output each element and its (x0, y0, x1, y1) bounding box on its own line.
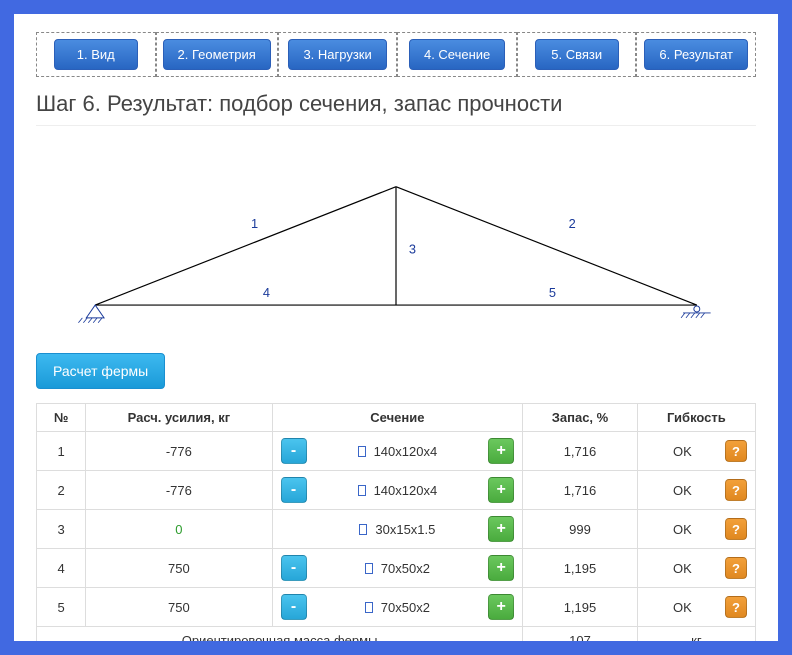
tab-2[interactable]: 2. Геометрия (163, 39, 271, 70)
member-label-2: 2 (569, 216, 576, 231)
cell-flex: OK? (637, 471, 755, 510)
section-increase-button[interactable]: + (488, 555, 514, 581)
cell-safety: 1,195 (523, 549, 638, 588)
section-decrease-button[interactable]: - (281, 477, 307, 503)
mass-value: 107 (523, 627, 638, 642)
member-label-5: 5 (549, 285, 556, 300)
section-increase-button[interactable]: + (488, 438, 514, 464)
table-row: 2-776-140x120x4+1,716OK? (37, 471, 756, 510)
col-force: Расч. усилия, кг (86, 404, 272, 432)
truss-member-2 (396, 187, 697, 305)
profile-rect-icon (365, 563, 373, 574)
flex-status: OK (646, 600, 719, 615)
table-header-row: № Расч. усилия, кг Сечение Запас, % Гибк… (37, 404, 756, 432)
section-size: 30x15x1.5 (375, 522, 435, 537)
tab-slot: 5. Связи (517, 32, 637, 77)
table-footer-row: Ориентировочная масса фермы 107 кг (37, 627, 756, 642)
cell-force: 750 (86, 588, 272, 627)
profile-rect-icon (359, 524, 367, 535)
step-title: Шаг 6. Результат: подбор сечения, запас … (36, 91, 756, 126)
tab-4[interactable]: 4. Сечение (409, 39, 505, 70)
tab-slot: 3. Нагрузки (278, 32, 398, 77)
section-increase-button[interactable]: + (488, 477, 514, 503)
table-row: 4750-70x50x2+1,195OK? (37, 549, 756, 588)
tab-slot: 1. Вид (36, 32, 156, 77)
col-num: № (37, 404, 86, 432)
roller-support-icon (694, 306, 700, 312)
flex-help-button[interactable]: ? (725, 557, 747, 579)
pin-support-icon (86, 305, 104, 318)
tab-slot: 6. Результат (636, 32, 756, 77)
cell-section: - 140x120x4 + (272, 432, 523, 471)
table-row: 3030x15x1.5+999OK? (37, 510, 756, 549)
section-size: 140x120x4 (374, 444, 438, 459)
flex-help-button[interactable]: ? (725, 596, 747, 618)
section-size: 70x50x2 (381, 600, 430, 615)
section-decrease-button[interactable]: - (281, 555, 307, 581)
cell-num: 1 (37, 432, 86, 471)
cell-num: 2 (37, 471, 86, 510)
tab-slot: 4. Сечение (397, 32, 517, 77)
tab-5[interactable]: 5. Связи (535, 39, 619, 70)
profile-rect-icon (358, 446, 366, 457)
section-decrease-button[interactable]: - (281, 438, 307, 464)
results-table: № Расч. усилия, кг Сечение Запас, % Гибк… (36, 403, 756, 641)
cell-section: - 70x50x2 + (272, 588, 523, 627)
flex-help-button[interactable]: ? (725, 440, 747, 462)
flex-help-button[interactable]: ? (725, 518, 747, 540)
cell-flex: OK? (637, 510, 755, 549)
flex-status: OK (646, 561, 719, 576)
tab-6[interactable]: 6. Результат (644, 39, 748, 70)
main-panel: 1. Вид 2. Геометрия 3. Нагрузки 4. Сечение 5… (14, 14, 778, 641)
cell-section: - 70x50x2 + (272, 549, 523, 588)
section-decrease-button[interactable]: - (281, 594, 307, 620)
tab-3[interactable]: 3. Нагрузки (288, 39, 386, 70)
cell-safety: 1,195 (523, 588, 638, 627)
tab-slot: 2. Геометрия (156, 32, 278, 77)
profile-rect-icon (358, 485, 366, 496)
flex-status: OK (646, 522, 719, 537)
section-increase-button[interactable]: + (488, 516, 514, 542)
cell-section: 30x15x1.5 + (272, 510, 523, 549)
table-row: 5750-70x50x2+1,195OK? (37, 588, 756, 627)
cell-section: - 140x120x4 + (272, 471, 523, 510)
section-increase-button[interactable]: + (488, 594, 514, 620)
cell-num: 3 (37, 510, 86, 549)
cell-safety: 1,716 (523, 471, 638, 510)
mass-unit: кг (637, 627, 755, 642)
cell-flex: OK? (637, 432, 755, 471)
flex-status: OK (646, 483, 719, 498)
cell-safety: 1,716 (523, 432, 638, 471)
truss-member-1 (95, 187, 396, 305)
col-flex: Гибкость (637, 404, 755, 432)
col-section: Сечение (272, 404, 523, 432)
cell-force: 750 (86, 549, 272, 588)
cell-force: -776 (86, 432, 272, 471)
table-row: 1-776-140x120x4+1,716OK? (37, 432, 756, 471)
flex-status: OK (646, 444, 719, 459)
truss-diagram: 1 2 3 4 5 (36, 136, 756, 336)
tab-1[interactable]: 1. Вид (54, 39, 138, 70)
calculate-button[interactable]: Расчет фермы (36, 353, 165, 389)
cell-force: -776 (86, 471, 272, 510)
member-label-4: 4 (263, 285, 270, 300)
cell-num: 4 (37, 549, 86, 588)
profile-rect-icon (365, 602, 373, 613)
app-frame: 1. Вид 2. Геометрия 3. Нагрузки 4. Сечение 5… (0, 0, 792, 655)
section-size: 70x50x2 (381, 561, 430, 576)
flex-help-button[interactable]: ? (725, 479, 747, 501)
cell-safety: 999 (523, 510, 638, 549)
cell-flex: OK? (637, 588, 755, 627)
member-label-3: 3 (409, 242, 416, 257)
section-size: 140x120x4 (374, 483, 438, 498)
col-safety: Запас, % (523, 404, 638, 432)
cell-num: 5 (37, 588, 86, 627)
member-label-1: 1 (251, 216, 258, 231)
cell-flex: OK? (637, 549, 755, 588)
mass-label: Ориентировочная масса фермы (37, 627, 523, 642)
cell-force: 0 (86, 510, 272, 549)
wizard-tabs: 1. Вид 2. Геометрия 3. Нагрузки 4. Сечение 5… (36, 32, 756, 77)
